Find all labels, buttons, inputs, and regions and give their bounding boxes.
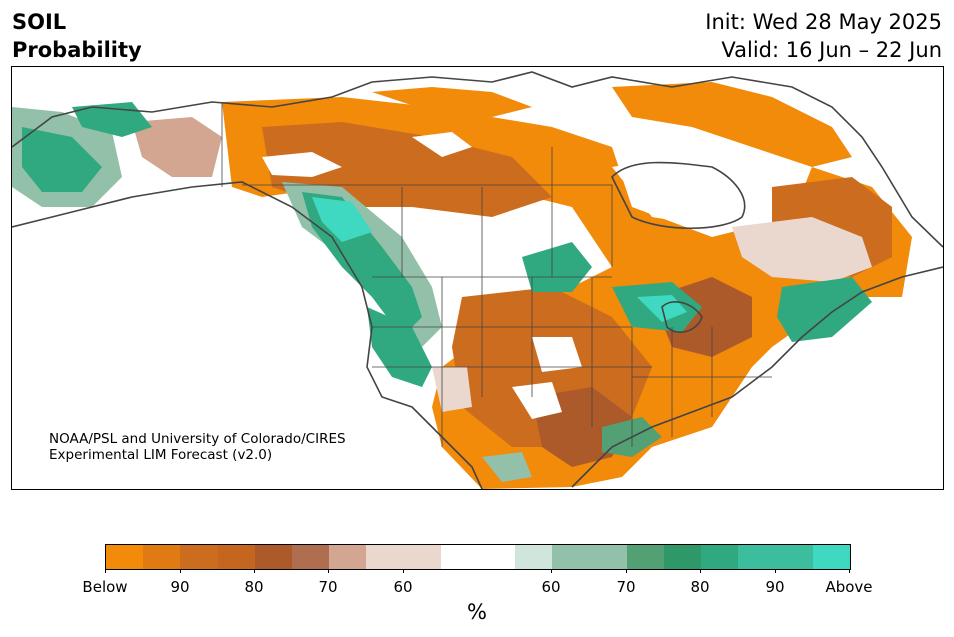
colorbar-segment <box>515 545 553 569</box>
colorbar <box>105 544 851 570</box>
title-variable: SOIL <box>12 10 67 34</box>
forecast-dates: Init: Wed 28 May 2025 Valid: 16 Jun – 22… <box>705 8 942 64</box>
colorbar-tick-label: 90 <box>170 578 190 596</box>
colorbar-tick-label: 60 <box>393 578 413 596</box>
colorbar-units: % <box>467 600 487 624</box>
state-borders <box>221 102 772 447</box>
colorbar-segment <box>254 545 293 569</box>
colorbar-tick-label: 80 <box>244 578 264 596</box>
colorbar-tick-label: 60 <box>541 578 561 596</box>
colorbar-tick-mark <box>105 569 106 573</box>
colorbar-segment <box>775 545 813 569</box>
colorbar-segment <box>738 545 776 569</box>
colorbar-segment <box>626 545 665 569</box>
colorbar-segment <box>329 545 367 569</box>
colorbar-segment <box>180 545 218 569</box>
map-outlines <box>12 71 943 489</box>
colorbar-tick-mark <box>700 569 701 573</box>
colorbar-tick-mark <box>328 569 329 573</box>
credit-text: NOAA/PSL and University of Colorado/CIRE… <box>49 431 346 463</box>
colorbar-segment <box>143 545 181 569</box>
map-canvas <box>12 71 943 489</box>
colorbar-tick-mark <box>254 569 255 573</box>
colorbar-segment <box>217 545 255 569</box>
colorbar-tick-label: 90 <box>765 578 785 596</box>
colorbar-tick-label: 70 <box>318 578 338 596</box>
colorbar-tick-mark <box>403 569 404 573</box>
credit-line-1: NOAA/PSL and University of Colorado/CIRE… <box>49 431 346 447</box>
colorbar-tick-label: Above <box>825 578 873 596</box>
colorbar-tick-mark <box>551 569 552 573</box>
title-quantity: Probability <box>12 38 142 62</box>
colorbar-segment <box>478 545 516 569</box>
colorbar-tick-label: 70 <box>616 578 636 596</box>
colorbar-tick-mark <box>775 569 776 573</box>
colorbar-segment <box>403 545 441 569</box>
colorbar-tick-mark <box>849 569 850 573</box>
forecast-map <box>11 66 944 490</box>
colorbar-segment <box>292 545 330 569</box>
above-normal-regions <box>12 102 872 482</box>
map-title: SOIL Probability <box>12 8 142 64</box>
colorbar-tick-mark <box>626 569 627 573</box>
colorbar-tick-label: Below <box>82 578 128 596</box>
colorbar-segment <box>366 545 404 569</box>
init-date: Init: Wed 28 May 2025 <box>705 10 942 34</box>
colorbar-segment <box>589 545 627 569</box>
credit-line-2: Experimental LIM Forecast (v2.0) <box>49 447 273 463</box>
colorbar-segment <box>106 545 144 569</box>
colorbar-segment <box>812 545 851 569</box>
colorbar-segment <box>701 545 739 569</box>
colorbar-segment <box>552 545 590 569</box>
colorbar-tick-label: 80 <box>690 578 710 596</box>
colorbar-tick-mark <box>180 569 181 573</box>
colorbar-segment <box>664 545 702 569</box>
colorbar-segment <box>440 545 479 569</box>
valid-range: Valid: 16 Jun – 22 Jun <box>721 38 942 62</box>
